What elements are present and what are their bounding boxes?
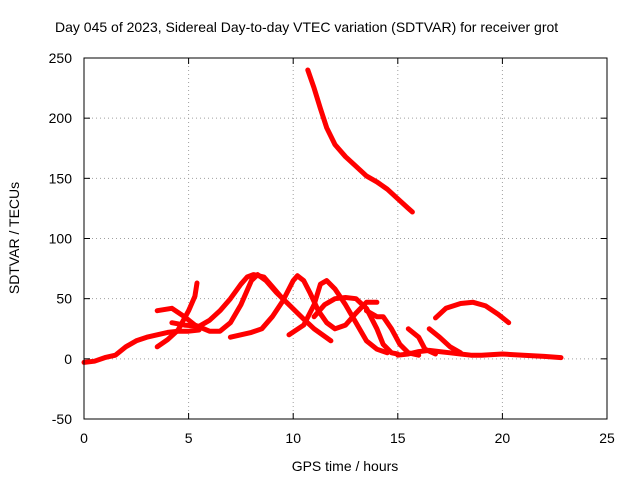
x-axis-title: GPS time / hours: [292, 458, 399, 474]
series-arc-1: [154, 280, 200, 350]
y-tick-label: 150: [49, 170, 73, 186]
series-arc-12: [305, 67, 415, 215]
series-layer: [81, 67, 564, 365]
x-tick-label: 20: [495, 430, 511, 446]
x-tick-label: 5: [185, 430, 193, 446]
y-tick-label: 50: [56, 291, 72, 307]
y-tick-label: 0: [64, 351, 72, 367]
series-arc-2: [154, 272, 334, 344]
x-tick-label: 25: [599, 430, 615, 446]
x-tick-label: 15: [390, 430, 406, 446]
series-arc-11: [433, 299, 512, 326]
series-arc-6: [311, 295, 401, 357]
x-tick-label: 0: [80, 430, 88, 446]
x-tick-label: 10: [285, 430, 301, 446]
y-tick-label: 250: [49, 50, 73, 66]
y-tick-label: 200: [49, 110, 73, 126]
series-arc-9: [426, 326, 464, 356]
tick-layer: 0 5 10 15 20 25 -50 0 50 100 150 200 250: [49, 50, 615, 446]
y-axis-title: SDTVAR / TECUs: [6, 182, 22, 294]
series-arc-4: [227, 273, 380, 340]
y-tick-label: -50: [52, 411, 72, 427]
grid-layer: [84, 58, 607, 419]
chart-title: Day 045 of 2023, Sidereal Day-to-day VTE…: [55, 19, 558, 35]
y-tick-label: 100: [49, 231, 73, 247]
series-arc-5: [286, 278, 390, 356]
series-arc-10: [395, 347, 564, 361]
series-arc-3: [169, 272, 286, 329]
